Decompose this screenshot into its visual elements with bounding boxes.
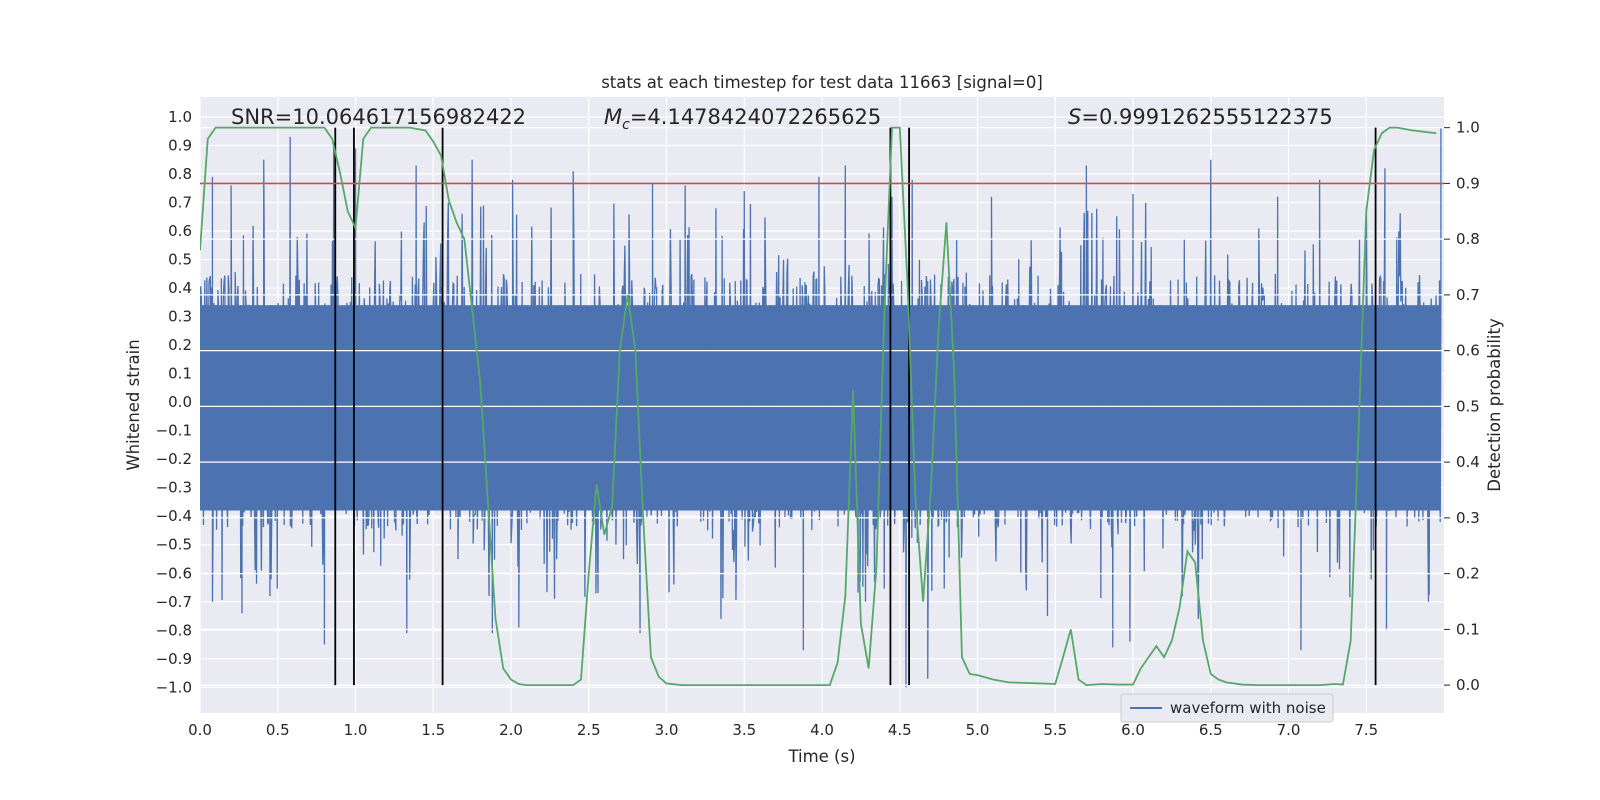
x-axis-label: Time (s)	[787, 747, 855, 766]
chirp-mass-annotation: Mc=4.1478424072265625	[604, 105, 881, 133]
y-tick-label: −0.5	[156, 536, 192, 554]
y2-tick-label: 0.8	[1456, 230, 1480, 248]
x-tick-label: 1.5	[421, 721, 445, 739]
x-tick-label: 4.0	[810, 721, 834, 739]
x-tick-label: 2.0	[499, 721, 523, 739]
waveform-series	[200, 128, 1442, 688]
x-tick-label: 4.5	[888, 721, 912, 739]
detection-probability-line	[200, 126, 1437, 687]
x-axis-ticks: 0.0 0.5 1.0 1.5 2.0 2.5 3.0 3.5 4.0 4.5 5.0 5.5 6.0 6…	[188, 721, 1378, 739]
y-tick-label: 0.7	[168, 194, 192, 212]
y2-axis-label: Detection probability	[1485, 318, 1504, 492]
y-tick-label: −0.4	[156, 507, 192, 525]
legend-label: waveform with noise	[1170, 699, 1326, 717]
x-tick-label: 1.0	[344, 721, 368, 739]
x-tick-label: 3.0	[655, 721, 679, 739]
x-tick-label: 3.5	[732, 721, 756, 739]
y2-tick-label: 0.7	[1456, 286, 1480, 304]
snr-annotation: SNR=10.064617156982422	[231, 105, 526, 129]
y-tick-label: 0.9	[168, 136, 192, 154]
y2-tick-label: 0.4	[1456, 453, 1480, 471]
y-tick-label: 0.3	[168, 308, 192, 326]
y-tick-label: 0.1	[168, 365, 192, 383]
y2-tick-label: 0.2	[1456, 565, 1480, 583]
x-tick-label: 6.5	[1199, 721, 1223, 739]
y2-tick-label: 0.0	[1456, 676, 1480, 694]
chirp-mass-symbol: M	[604, 105, 622, 129]
y-tick-label: −0.3	[156, 479, 192, 497]
y-tick-label: −0.7	[156, 593, 192, 611]
y-axis-label: Whitened strain	[124, 339, 143, 470]
legend-box	[1120, 693, 1334, 723]
x-tick-label: 0.5	[266, 721, 290, 739]
vertical-markers	[334, 127, 1377, 686]
x-tick-label: 6.0	[1121, 721, 1145, 739]
x-tick-label: 0.0	[188, 721, 212, 739]
y-tick-label: −0.2	[156, 450, 192, 468]
y-tick-label: 0.8	[168, 165, 192, 183]
x-tick-label: 7.5	[1354, 721, 1378, 739]
score-annotation: S=0.9991262555122375	[1068, 105, 1333, 129]
x-tick-label: 7.0	[1277, 721, 1301, 739]
y-tick-label: −0.8	[156, 621, 192, 639]
x-tick-label: 2.5	[577, 721, 601, 739]
y2-tick-label: 0.3	[1456, 509, 1480, 527]
x-tick-label: 5.5	[1043, 721, 1067, 739]
y-tick-label: 0.5	[168, 251, 192, 269]
y-tick-label: −0.9	[156, 650, 192, 668]
y-tick-label: 0.2	[168, 336, 192, 354]
y2-tick-label: 0.9	[1456, 174, 1480, 192]
y-axis-ticks: 1.0 0.9 0.8 0.7 0.6 0.5 0.4 0.3 0.2 0.1 0.0 −0.1 −0.…	[156, 108, 192, 696]
score-value: =0.9991262555122375	[1081, 105, 1332, 129]
y2-tick-label: 0.5	[1456, 397, 1480, 415]
y-tick-label: 0.6	[168, 222, 192, 240]
y-tick-label: −1.0	[156, 678, 192, 696]
chirp-mass-subscript: c	[622, 117, 630, 133]
score-symbol: S	[1068, 105, 1081, 129]
waveform-line	[200, 128, 1442, 688]
y-tick-label: 1.0	[168, 108, 192, 126]
y-tick-label: −0.1	[156, 422, 192, 440]
legend: waveform with noise	[1120, 693, 1334, 723]
y2-tick-label: 0.6	[1456, 342, 1480, 360]
y-tick-label: −0.6	[156, 564, 192, 582]
chirp-mass-value: =4.1478424072265625	[630, 105, 881, 129]
y-tick-label: 0.4	[168, 279, 192, 297]
y-tick-label: 0.0	[168, 393, 192, 411]
y2-tick-label: 0.1	[1456, 620, 1480, 638]
x-tick-label: 5.0	[966, 721, 990, 739]
y2-axis-ticks: 1.0 0.9 0.8 0.7 0.6 0.5 0.4 0.3 0.2 0.1 0.0	[1444, 119, 1480, 694]
chart-title: stats at each timestep for test data 116…	[601, 73, 1043, 92]
y2-tick-label: 1.0	[1456, 119, 1480, 137]
